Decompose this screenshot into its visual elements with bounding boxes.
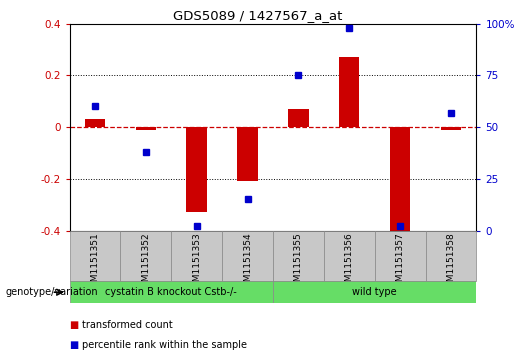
Bar (186, 127, 207, 212)
FancyBboxPatch shape (222, 231, 273, 281)
Text: ■: ■ (70, 340, 79, 350)
Bar (135, 127, 156, 130)
Bar (441, 127, 461, 130)
FancyBboxPatch shape (171, 231, 222, 281)
Text: GDS5089 / 1427567_a_at: GDS5089 / 1427567_a_at (173, 9, 342, 22)
FancyBboxPatch shape (425, 231, 476, 281)
Bar (390, 127, 410, 231)
Bar (288, 109, 308, 127)
Text: ■: ■ (70, 320, 79, 330)
Text: GSM1151352: GSM1151352 (141, 232, 150, 293)
FancyBboxPatch shape (121, 231, 171, 281)
Text: GSM1151351: GSM1151351 (91, 232, 99, 293)
Text: cystatin B knockout Cstb-/-: cystatin B knockout Cstb-/- (106, 287, 237, 297)
FancyBboxPatch shape (273, 231, 324, 281)
Text: GSM1151358: GSM1151358 (447, 232, 455, 293)
FancyBboxPatch shape (324, 231, 375, 281)
Text: GSM1151355: GSM1151355 (294, 232, 303, 293)
Text: GSM1151357: GSM1151357 (396, 232, 405, 293)
FancyBboxPatch shape (70, 231, 121, 281)
Text: percentile rank within the sample: percentile rank within the sample (82, 340, 247, 350)
Text: transformed count: transformed count (82, 320, 173, 330)
Bar (85, 119, 105, 127)
Text: wild type: wild type (352, 287, 397, 297)
Text: GSM1151354: GSM1151354 (243, 232, 252, 293)
FancyBboxPatch shape (273, 281, 476, 303)
Text: GSM1151353: GSM1151353 (192, 232, 201, 293)
Text: genotype/variation: genotype/variation (5, 287, 98, 297)
Bar (237, 127, 258, 182)
Text: GSM1151356: GSM1151356 (345, 232, 354, 293)
FancyBboxPatch shape (375, 231, 425, 281)
FancyBboxPatch shape (70, 281, 273, 303)
Bar (339, 57, 359, 127)
